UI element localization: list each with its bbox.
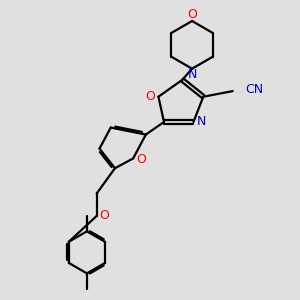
Text: N: N	[196, 116, 206, 128]
Text: O: O	[100, 209, 110, 222]
Text: O: O	[187, 8, 197, 21]
Text: CN: CN	[245, 83, 263, 96]
Text: N: N	[188, 68, 197, 81]
Text: O: O	[146, 90, 155, 103]
Text: O: O	[136, 153, 146, 166]
